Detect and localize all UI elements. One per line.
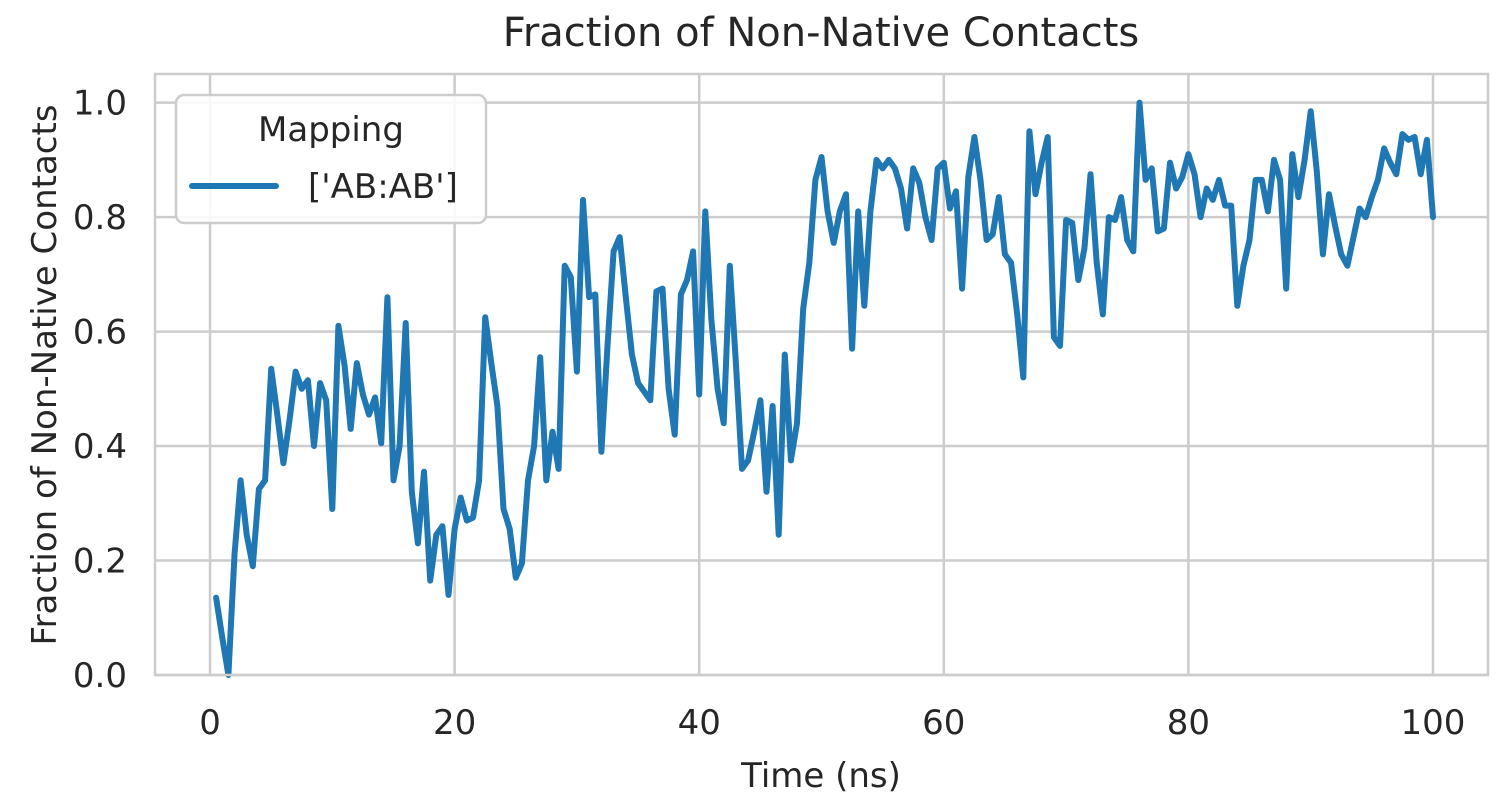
series-group	[213, 99, 1436, 678]
legend-box	[174, 93, 488, 225]
series-line	[213, 99, 1436, 678]
y-tick-label: 0.0	[73, 656, 127, 696]
chart-title: Fraction of Non-Native Contacts	[503, 10, 1140, 56]
x-tick-label: 0	[199, 703, 221, 743]
x-tick-label: 80	[1167, 703, 1210, 743]
y-tick-label: 1.0	[73, 84, 127, 124]
plot-frame	[153, 72, 1490, 677]
tick-labels: 0 20 40 60 80 100 0.0 0.2 0.4 0.6 0.8 1.0	[73, 84, 1465, 743]
y-tick-label: 0.8	[73, 198, 127, 238]
x-axis-label: Time (ns)	[740, 756, 901, 796]
y-axis-label: Fraction of Non-Native Contacts	[25, 104, 65, 645]
legend-title: Mapping	[258, 110, 404, 150]
x-tick-label: 100	[1401, 703, 1466, 743]
y-tick-label: 0.2	[73, 542, 127, 582]
x-tick-label: 20	[433, 703, 476, 743]
y-tick-label: 0.4	[73, 427, 127, 467]
x-tick-label: 60	[922, 703, 965, 743]
x-tick-label: 40	[678, 703, 721, 743]
y-tick-label: 0.6	[73, 313, 127, 353]
legend-entry-label: ['AB:AB']	[308, 167, 458, 207]
legend: Mapping ['AB:AB']	[174, 93, 488, 225]
